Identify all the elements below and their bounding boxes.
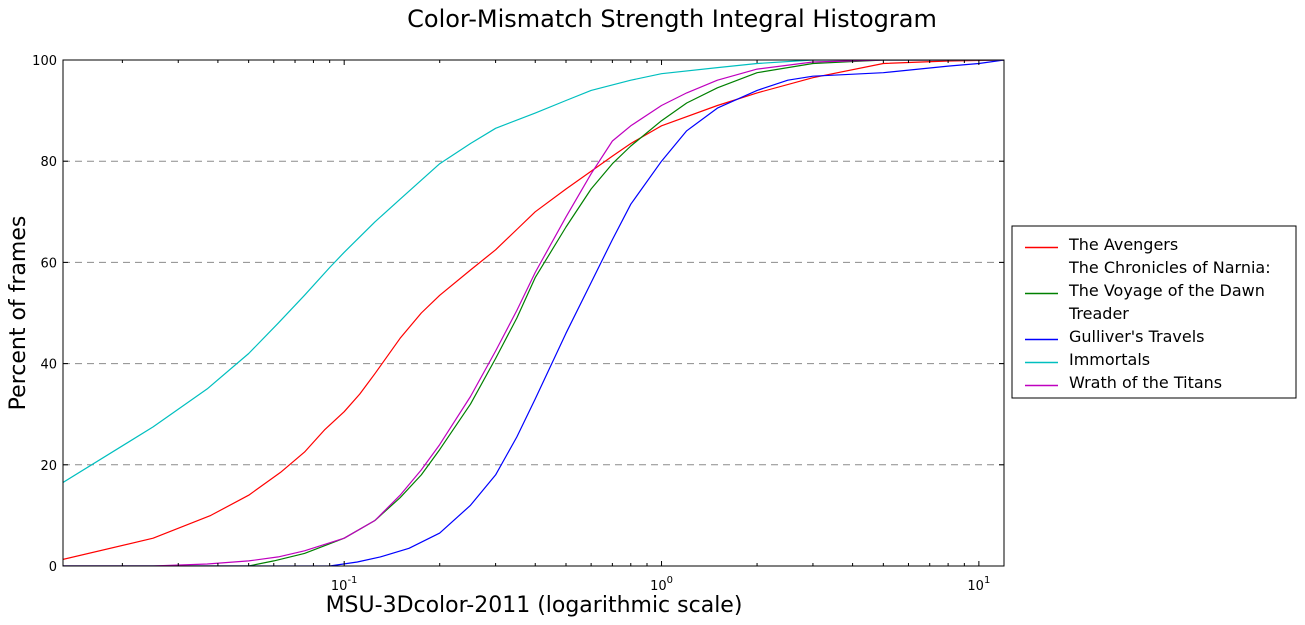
legend-label-2: Gulliver's Travels: [1069, 327, 1204, 346]
ticks: 0 20 40 60 80 100 10-1 100 101: [32, 54, 1004, 594]
plot-area: 0 20 40 60 80 100 10-1 100 101: [32, 54, 1005, 594]
y-tick-label-0: 0: [49, 560, 57, 575]
legend: The Avengers The Chronicles of Narnia: The…: [1011, 225, 1297, 399]
series-line-4: [63, 60, 1004, 566]
y-tick-label-60: 60: [40, 256, 57, 271]
x-tick-label-1: 100: [650, 575, 673, 594]
y-tick-label-100: 100: [32, 54, 57, 69]
chart-title: Color-Mismatch Strength Integral Histogr…: [407, 5, 937, 33]
series-lines: [63, 60, 1004, 566]
grid-lines: [63, 160, 1004, 466]
x-axis-label: MSU-3Dcolor-2011 (logarithmic scale): [326, 593, 743, 618]
legend-label-4: Wrath of the Titans: [1069, 373, 1222, 392]
x-tick-label-2: 101: [967, 575, 990, 594]
legend-box: [1011, 225, 1297, 399]
legend-label-0: The Avengers: [1068, 235, 1178, 254]
y-tick-label-40: 40: [40, 358, 57, 373]
plot-frame: [62, 59, 1005, 567]
series-line-2: [63, 60, 1004, 566]
x-tick-label-0: 10-1: [331, 575, 358, 594]
series-line-3: [63, 60, 1004, 484]
y-tick-label-80: 80: [40, 155, 57, 170]
y-axis-label: Percent of frames: [6, 216, 31, 411]
series-line-0: [63, 60, 1004, 560]
legend-label-3: Immortals: [1069, 350, 1150, 369]
y-tick-label-20: 20: [40, 459, 57, 474]
legend-label-1: The Chronicles of Narnia: The Voyage of t…: [1068, 258, 1271, 323]
series-line-1: [63, 60, 1004, 566]
